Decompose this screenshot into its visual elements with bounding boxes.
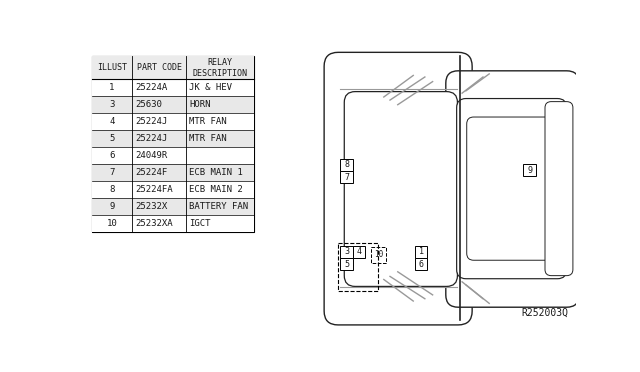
Bar: [371, 247, 386, 263]
Text: HORN: HORN: [189, 100, 211, 109]
FancyBboxPatch shape: [545, 102, 573, 276]
Bar: [340, 171, 353, 183]
FancyBboxPatch shape: [344, 92, 458, 286]
FancyBboxPatch shape: [467, 117, 554, 260]
Text: 25224J: 25224J: [135, 134, 167, 143]
Bar: [338, 243, 378, 291]
Text: MTR FAN: MTR FAN: [189, 134, 227, 143]
FancyBboxPatch shape: [446, 71, 579, 307]
Text: 25630: 25630: [135, 100, 162, 109]
Text: MTR FAN: MTR FAN: [189, 117, 227, 126]
Bar: [92, 96, 254, 113]
Bar: [92, 198, 254, 215]
FancyBboxPatch shape: [324, 52, 472, 325]
Bar: [92, 164, 254, 181]
Text: R252003Q: R252003Q: [521, 308, 568, 318]
Text: 25224F: 25224F: [135, 168, 167, 177]
Bar: [340, 158, 353, 171]
Bar: [415, 246, 428, 258]
Bar: [92, 56, 254, 232]
Text: 4: 4: [356, 247, 362, 256]
Bar: [92, 130, 254, 147]
Bar: [92, 181, 254, 198]
Text: ECB MAIN 2: ECB MAIN 2: [189, 185, 243, 194]
Bar: [524, 164, 536, 176]
Text: 8: 8: [344, 160, 349, 169]
Text: ILLUST: ILLUST: [97, 63, 127, 72]
Text: BATTERY FAN: BATTERY FAN: [189, 202, 248, 211]
Text: 10: 10: [374, 250, 383, 259]
FancyBboxPatch shape: [457, 99, 566, 279]
Text: 6: 6: [109, 151, 115, 160]
Bar: [92, 79, 254, 96]
Text: 10: 10: [106, 219, 117, 228]
Bar: [92, 56, 254, 79]
Bar: [340, 258, 353, 270]
Text: 24049R: 24049R: [135, 151, 167, 160]
Text: ECB MAIN 1: ECB MAIN 1: [189, 168, 243, 177]
Text: 1: 1: [419, 247, 424, 256]
Text: 4: 4: [109, 117, 115, 126]
Text: 25232XA: 25232XA: [135, 219, 173, 228]
Text: 3: 3: [109, 100, 115, 109]
Text: 25232X: 25232X: [135, 202, 167, 211]
Text: 8: 8: [109, 185, 115, 194]
Text: 3: 3: [344, 247, 349, 256]
Text: 9: 9: [109, 202, 115, 211]
Text: 1: 1: [109, 83, 115, 92]
Text: 6: 6: [419, 260, 424, 269]
Text: 7: 7: [344, 173, 349, 182]
Bar: [415, 258, 428, 270]
Text: RELAY
DESCRIPTION: RELAY DESCRIPTION: [193, 58, 248, 78]
Bar: [92, 147, 254, 164]
Text: 5: 5: [109, 134, 115, 143]
Text: 9: 9: [527, 166, 532, 174]
Bar: [353, 246, 365, 258]
Text: 7: 7: [109, 168, 115, 177]
Bar: [340, 246, 353, 258]
Text: PART CODE: PART CODE: [136, 63, 182, 72]
Text: IGCT: IGCT: [189, 219, 211, 228]
Text: JK & HEV: JK & HEV: [189, 83, 232, 92]
Text: 25224A: 25224A: [135, 83, 167, 92]
Bar: [92, 113, 254, 130]
Text: 5: 5: [344, 260, 349, 269]
Text: 25224J: 25224J: [135, 117, 167, 126]
Text: 25224FA: 25224FA: [135, 185, 173, 194]
Bar: [92, 215, 254, 232]
